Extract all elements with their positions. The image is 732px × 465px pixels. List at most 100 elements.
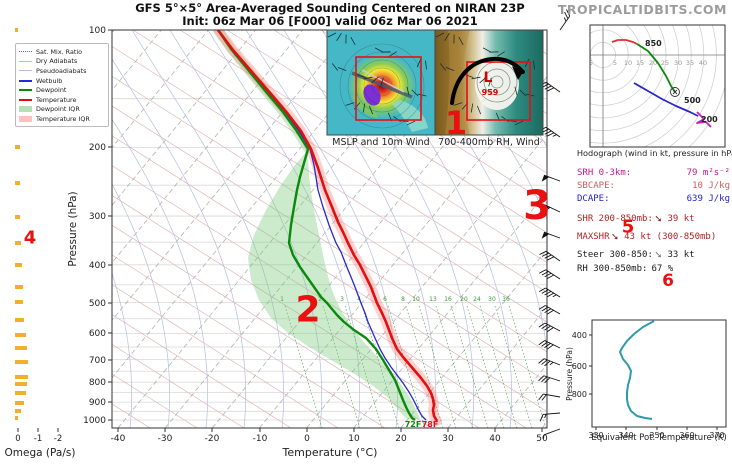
- stat-label: SHR 200-850mb:: [577, 213, 653, 224]
- omega-axis-title: Omega (Pa/s): [5, 447, 76, 459]
- omega-bar: [15, 391, 26, 395]
- stat-row-dcape-: DCAPE: 639 J/kg: [577, 194, 730, 204]
- wind-barb: [541, 231, 561, 239]
- legend-label: Pseudoadiabats: [36, 66, 87, 75]
- green-line-swatch: [19, 89, 32, 92]
- shear-arrow-icon: ➘: [654, 212, 662, 225]
- hodograph-caption: Hodograph (wind in kt, pressure in hPa): [577, 148, 732, 158]
- pressure-tick-label: 200: [89, 143, 106, 153]
- x-tick-label: 40: [489, 434, 501, 444]
- pressure-tick-label: 900: [89, 398, 106, 408]
- legend-item-dry-adiabats: Dry Adiabats: [19, 57, 106, 67]
- x-tick-label: -40: [111, 434, 126, 444]
- wind-barb: [539, 250, 561, 262]
- thetae-y-tick: 600: [572, 362, 587, 371]
- mixing-ratio-label: 24: [473, 296, 481, 303]
- stat-value: 67 %: [651, 264, 674, 274]
- brand-link[interactable]: TROPICALTIDBITS.COM: [557, 2, 727, 17]
- annotation-number-4: 4: [23, 227, 37, 249]
- x-tick-label: 10: [348, 434, 360, 444]
- stat-value: 79 m²s⁻²: [686, 168, 730, 178]
- thetae-curve: [619, 320, 655, 420]
- omega-bar: [15, 382, 27, 386]
- rotation-arrow: [450, 56, 525, 105]
- temperature-curve: [216, 30, 439, 422]
- stat-row-rh-300-850mb-: RH 300-850mb: 67 %: [577, 264, 730, 274]
- annotation-number-1: 1: [444, 104, 468, 142]
- stat-row-sbcape-: SBCAPE: 10 J/kg: [577, 181, 730, 191]
- annotation-number-2: 2: [295, 289, 321, 331]
- stat-value: 33 kt: [667, 249, 695, 260]
- stat-label: SRH 0-3km:: [577, 168, 632, 178]
- mixing-ratio-label: 3: [340, 296, 344, 303]
- stat-label: DCAPE:: [577, 194, 610, 204]
- wind-barb: [538, 375, 561, 384]
- hodograph-ring-label: 30: [674, 59, 682, 67]
- hodograph-panel: 5 5 10 15 20 25 30 35 40 850 500 200 Hodograph (wind…: [577, 24, 732, 158]
- inset-rh-map: L 959: [435, 30, 543, 135]
- surface-temp-label: 72F: [405, 420, 422, 429]
- wind-barb: [559, 9, 571, 31]
- wind-barb: [541, 174, 561, 182]
- hodograph-ring-label: 35: [686, 59, 694, 67]
- omega-panel: 0 -1 -2 Omega (Pa/s): [5, 28, 76, 459]
- title-line1: GFS 5°×5° Area-Averaged Sounding Centere…: [135, 1, 525, 15]
- omega-bar: [15, 346, 27, 350]
- shear-arrow-icon: ➘: [654, 248, 662, 261]
- legend-item-sat-mix-ratio: Sat. Mix. Ratio: [19, 47, 106, 57]
- thetae-ylabel: Pressure (hPa): [565, 347, 574, 401]
- hodograph-trace-green: [636, 43, 676, 93]
- hodograph-trace-red: [611, 39, 638, 45]
- legend-item-wetbulb: Wetbulb: [19, 76, 106, 86]
- low-pressure-value: 959: [482, 88, 499, 97]
- sounding-curves: [216, 30, 439, 422]
- thetae-caption: Equivalent Pot. Temperature (K): [591, 433, 726, 443]
- omega-bar: [15, 375, 28, 379]
- pressure-tick-label: 700: [89, 356, 106, 366]
- hodograph-ring-label: 5: [613, 59, 617, 67]
- mixing-ratio-label: 2: [318, 296, 322, 303]
- wind-barb: [538, 340, 561, 350]
- wind-barb: [538, 393, 561, 401]
- hodograph-ring-label: 40: [699, 59, 707, 67]
- thetae-x-tick: 350: [649, 431, 664, 440]
- legend-item-dewpoint-iqr: Dewpoint IQR: [19, 105, 106, 115]
- thetae-panel: 330 340 350 360 370 400 600 800 Equivalent Pot. …: [565, 319, 727, 443]
- skewt-background: 12346810131620243036: [112, 30, 547, 428]
- hodograph-ring-label: 25: [661, 59, 669, 67]
- inset-mslp-caption: MSLP and 10m Wind: [332, 137, 429, 148]
- hodograph-trace-magenta: [696, 111, 712, 128]
- omega-bar: [15, 401, 24, 405]
- mixing-ratio-label: 10: [412, 296, 420, 303]
- wind-barb: [539, 412, 561, 422]
- stat-value: 10 J/kg: [692, 181, 730, 191]
- stat-row-maxshr: MAXSHR ➘ 43 kt (300-850mb): [577, 230, 730, 243]
- mixing-ratio-label: 30: [488, 296, 496, 303]
- x-tick-label: -10: [253, 434, 268, 444]
- pressure-tick-label: 1000: [83, 416, 106, 426]
- title-line2: Init: 06z Mar 06 [F000] valid 06z Mar 06…: [182, 14, 478, 28]
- legend-box: Sat. Mix. Ratio Dry Adiabats Pseudoadiabat…: [15, 43, 109, 127]
- inset-mslp-map: [327, 30, 435, 135]
- pressure-tick-label: 500: [89, 299, 106, 309]
- omega-bar: [15, 263, 22, 267]
- omega-bar: [15, 416, 18, 420]
- mixing-ratio-label: 16: [444, 296, 452, 303]
- green-patch-swatch: [19, 106, 32, 113]
- mixing-ratio-label: 13: [429, 296, 437, 303]
- legend-label: Dewpoint IQR: [36, 105, 80, 114]
- surface-temp-label: 78F: [422, 420, 439, 429]
- legend-label: Dry Adiabats: [36, 57, 78, 66]
- hodograph-ring-label: 15: [636, 59, 644, 67]
- wind-barb: [538, 287, 561, 298]
- omega-bar: [15, 300, 23, 304]
- wind-barb: [538, 358, 561, 367]
- wind-barb-column: [538, 9, 571, 439]
- stat-value: 43 kt (300-850mb): [624, 231, 717, 242]
- y-axis-title: Pressure (hPa): [67, 191, 79, 266]
- stat-value: 39 kt: [667, 213, 695, 224]
- wind-barb: [541, 204, 561, 213]
- legend-item-temperature-iqr: Temperature IQR: [19, 114, 106, 124]
- x-tick-label: 20: [395, 434, 407, 444]
